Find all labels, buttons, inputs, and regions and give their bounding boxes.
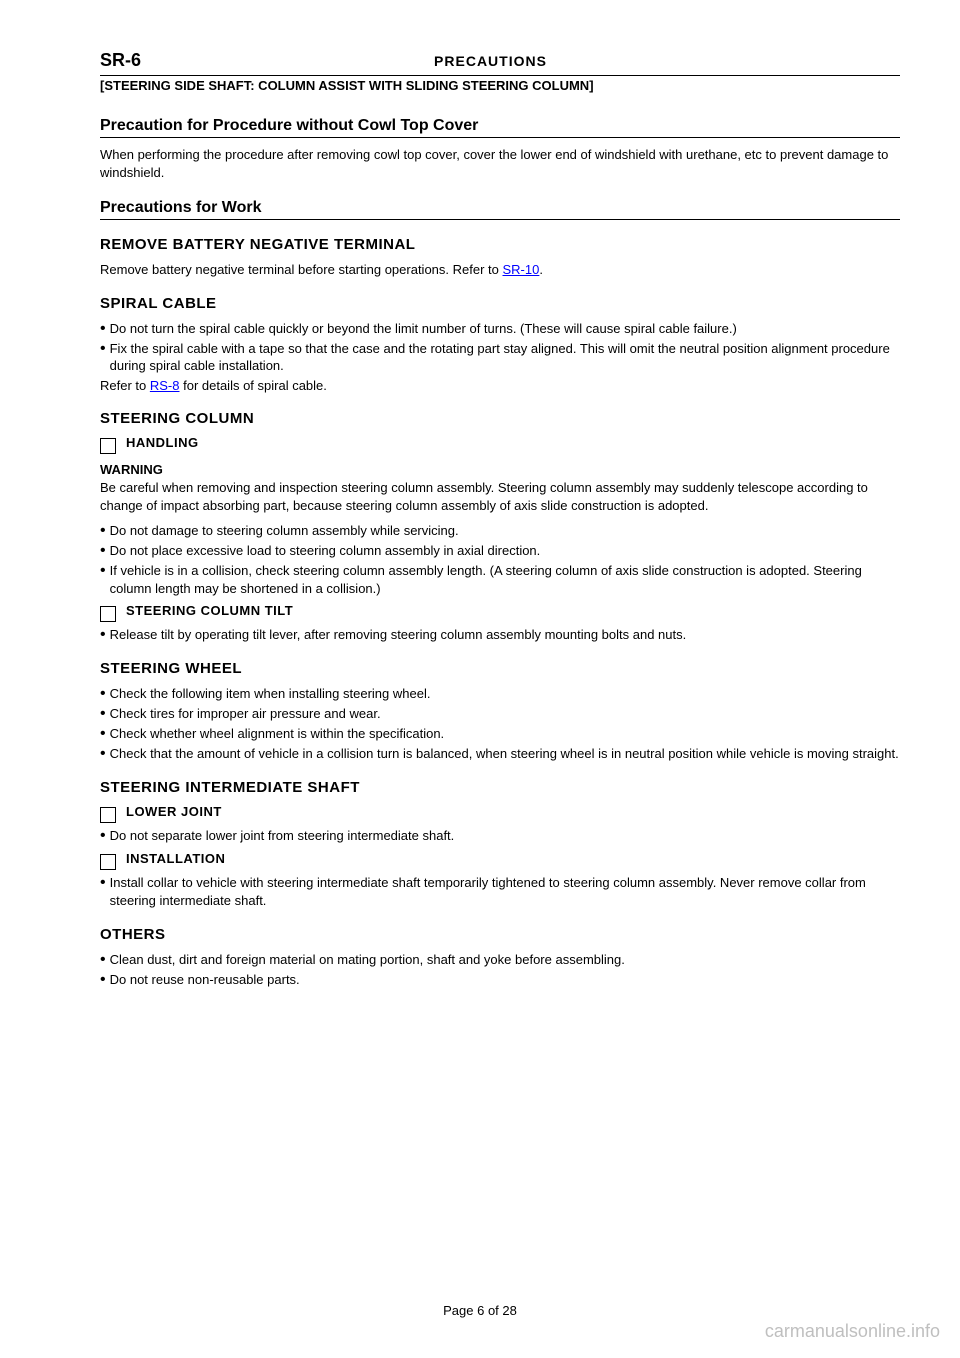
section2-divider: [100, 219, 900, 220]
sub1-body-suffix: .: [539, 262, 543, 277]
sub5-check1-bullet-0: •Do not separate lower joint from steeri…: [100, 827, 900, 845]
section2-title: Precautions for Work: [100, 199, 900, 217]
warning-title: WARNING: [100, 462, 900, 477]
sub5-check1-caption: LOWER JOINT: [126, 804, 222, 819]
sub2-body-prefix: Refer to: [100, 378, 150, 393]
sub5-check2-bullet-0: •Install collar to vehicle with steering…: [100, 874, 900, 909]
section1-body: When performing the procedure after remo…: [100, 146, 900, 181]
sub4-bullet-2: •Check whether wheel alignment is within…: [100, 725, 900, 743]
sub6-title: OTHERS: [100, 926, 900, 943]
sub3-check1-warning: WARNING Be careful when removing and ins…: [100, 462, 900, 514]
checkbox-icon: [100, 438, 116, 454]
footer-page-number: Page 6 of 28: [443, 1303, 517, 1318]
header-title: PRECAUTIONS: [434, 53, 547, 69]
warning-text: Be careful when removing and inspection …: [100, 479, 900, 514]
section1-title: Precaution for Procedure without Cowl To…: [100, 117, 900, 135]
sub1-body: Remove battery negative terminal before …: [100, 261, 900, 279]
header-page-code: SR-6: [100, 50, 141, 71]
sub3-check1-bullet-1: •Do not place excessive load to steering…: [100, 542, 900, 560]
section1-divider: [100, 137, 900, 138]
watermark: carmanualsonline.info: [765, 1321, 940, 1342]
sub1-link[interactable]: SR-10: [503, 262, 540, 277]
sub4-bullet-0: •Check the following item when installin…: [100, 685, 900, 703]
sub3-check2-bullet-0: •Release tilt by operating tilt lever, a…: [100, 626, 900, 644]
sub3-check1-bullet-2: •If vehicle is in a collision, check ste…: [100, 562, 900, 597]
sub3-title: STEERING COLUMN: [100, 410, 900, 427]
sub2-body: Refer to RS-8 for details of spiral cabl…: [100, 377, 900, 395]
sub2-bullet-0: •Do not turn the spiral cable quickly or…: [100, 320, 900, 338]
sub3-check1-row: HANDLING: [100, 435, 900, 454]
header-sub: [STEERING SIDE SHAFT: COLUMN ASSIST WITH…: [100, 78, 900, 93]
sub2-link[interactable]: RS-8: [150, 378, 180, 393]
sub4-bullet-1: •Check tires for improper air pressure a…: [100, 705, 900, 723]
sub1-body-prefix: Remove battery negative terminal before …: [100, 262, 503, 277]
sub5-check2-caption: INSTALLATION: [126, 851, 225, 866]
sub2-bullet-1: •Fix the spiral cable with a tape so tha…: [100, 340, 900, 375]
sub1-title: REMOVE BATTERY NEGATIVE TERMINAL: [100, 236, 900, 253]
sub3-check1-bullet-0: •Do not damage to steering column assemb…: [100, 522, 900, 540]
checkbox-icon: [100, 807, 116, 823]
header-divider: [100, 75, 900, 76]
sub4-title: STEERING WHEEL: [100, 660, 900, 677]
checkbox-icon: [100, 606, 116, 622]
sub5-check1-row: LOWER JOINT: [100, 804, 900, 823]
sub6-bullet-1: •Do not reuse non-reusable parts.: [100, 971, 900, 989]
checkbox-icon: [100, 854, 116, 870]
sub6-bullet-0: •Clean dust, dirt and foreign material o…: [100, 951, 900, 969]
sub5-title: STEERING INTERMEDIATE SHAFT: [100, 779, 900, 796]
sub3-check2-row: STEERING COLUMN TILT: [100, 603, 900, 622]
sub2-body-suffix: for details of spiral cable.: [179, 378, 326, 393]
sub3-check1-caption: HANDLING: [126, 435, 199, 450]
sub3-check2-caption: STEERING COLUMN TILT: [126, 603, 293, 618]
sub2-title: SPIRAL CABLE: [100, 295, 900, 312]
sub4-bullet-3: •Check that the amount of vehicle in a c…: [100, 745, 900, 763]
sub5-check2-row: INSTALLATION: [100, 851, 900, 870]
